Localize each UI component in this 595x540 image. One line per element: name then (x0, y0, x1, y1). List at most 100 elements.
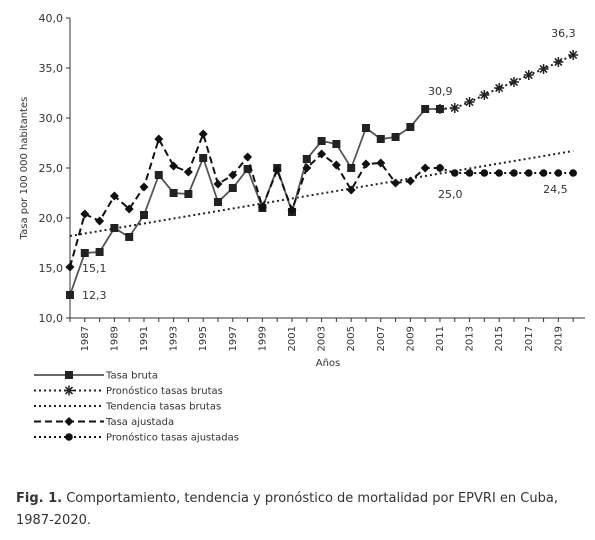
x-tick-label: 1987 (80, 326, 91, 351)
legend-marker (65, 371, 73, 379)
x-tick-label: 2019 (553, 326, 564, 351)
data-point (213, 179, 223, 189)
y-tick-label: 30,0 (39, 112, 64, 125)
data-point (495, 169, 503, 177)
legend-item: Pronóstico tasas ajustadas (34, 432, 239, 444)
legend-label: Pronóstico tasas brutas (106, 385, 223, 397)
data-point (109, 191, 119, 201)
series-line (69, 150, 574, 237)
data-point (332, 140, 341, 148)
data-point (554, 169, 563, 177)
legend-label: Tasa ajustada (105, 417, 174, 428)
x-tick-label: 1999 (257, 326, 268, 351)
data-point (302, 163, 312, 173)
x-tick-label: 2015 (494, 326, 505, 351)
chart-series (65, 50, 579, 299)
legend-label: Pronóstico tasas ajustadas (106, 432, 239, 444)
x-tick-label: 1997 (228, 326, 239, 351)
data-point (361, 124, 370, 132)
data-label: 12,3 (82, 289, 107, 302)
series-pronostico-tasas-ajustadas (436, 164, 577, 177)
legend-marker (64, 385, 74, 396)
data-point (139, 182, 149, 192)
data-point (480, 169, 489, 177)
data-point (125, 233, 134, 241)
data-label: 24,5 (543, 183, 568, 196)
series-line (439, 54, 574, 110)
data-point (376, 135, 385, 143)
data-point (391, 133, 400, 141)
legend-item: Tasa ajustada (34, 417, 174, 428)
data-point (494, 83, 505, 93)
y-tick-label: 40,0 (39, 12, 64, 25)
data-point (95, 216, 105, 226)
data-point (95, 248, 104, 256)
data-point (464, 97, 475, 107)
data-point (66, 291, 74, 299)
data-point (436, 164, 444, 172)
data-label: 30,9 (428, 85, 453, 98)
x-tick-label: 1993 (169, 326, 180, 351)
data-point (154, 171, 163, 179)
data-point (538, 64, 549, 74)
y-tick-label: 35,0 (39, 62, 64, 75)
data-point (110, 224, 119, 232)
chart-legend: Tasa bruta Pronóstico tasas brutas Tendenc… (34, 371, 239, 444)
data-point (287, 205, 297, 215)
x-tick-label: 1989 (109, 326, 120, 351)
x-tick-label: 2009 (405, 326, 416, 351)
data-point (80, 249, 89, 257)
data-point (80, 209, 90, 219)
data-point (154, 134, 164, 144)
data-point (184, 190, 193, 198)
x-tick-label: 2003 (317, 326, 328, 351)
chart-axes: 10,0 15,0 20,0 25,0 30,0 35,0 40,0 1987 1989 1991… (19, 12, 585, 369)
data-point (243, 152, 253, 162)
data-label: 25,0 (438, 188, 463, 201)
x-tick-label: 2011 (435, 326, 446, 351)
data-point (346, 185, 356, 195)
data-point (228, 184, 237, 192)
chart-annotations: 12,3 15,1 30,9 36,3 25,0 24,5 (82, 27, 576, 302)
data-point (317, 149, 327, 159)
y-axis-title: Tasa por 100 000 habitantes (19, 97, 30, 241)
data-point (434, 104, 445, 114)
figure-caption: Fig. 1. Comportamiento, tendencia y pron… (16, 488, 581, 532)
data-point (421, 105, 430, 113)
data-point (302, 155, 311, 163)
data-point (568, 50, 579, 60)
data-point (361, 159, 371, 169)
series-line (439, 167, 574, 174)
legend-item: Pronóstico tasas brutas (34, 385, 223, 397)
series-line (69, 130, 440, 268)
caption-text: Comportamiento, tendencia y pronóstico d… (16, 491, 558, 528)
data-point (508, 77, 519, 87)
caption-label: Fig. 1. (16, 491, 63, 506)
data-point (449, 103, 460, 113)
data-point (553, 57, 564, 67)
legend-marker (64, 417, 74, 426)
legend-label: Tendencia tasas brutas (105, 402, 221, 413)
data-point (406, 123, 415, 131)
data-point (228, 170, 238, 180)
data-point (524, 169, 533, 177)
data-point (331, 160, 341, 170)
data-point (124, 204, 134, 214)
x-tick-label: 2001 (287, 326, 298, 351)
x-tick-label: 2007 (376, 326, 387, 351)
x-tick-label: 1995 (198, 326, 209, 351)
x-tick-label: 2013 (465, 326, 476, 351)
data-point (243, 165, 252, 173)
data-point (169, 189, 178, 197)
x-tick-label: 1991 (139, 326, 150, 351)
x-tick-label: 2017 (524, 326, 535, 351)
data-point (199, 154, 208, 162)
data-point (213, 198, 222, 206)
data-point (510, 169, 518, 177)
x-axis-title: Años (316, 358, 341, 369)
data-point (139, 211, 148, 219)
x-tick-label: 2005 (346, 326, 357, 351)
data-point (65, 262, 75, 272)
y-tick-label: 15,0 (39, 262, 64, 275)
data-point (317, 137, 326, 145)
